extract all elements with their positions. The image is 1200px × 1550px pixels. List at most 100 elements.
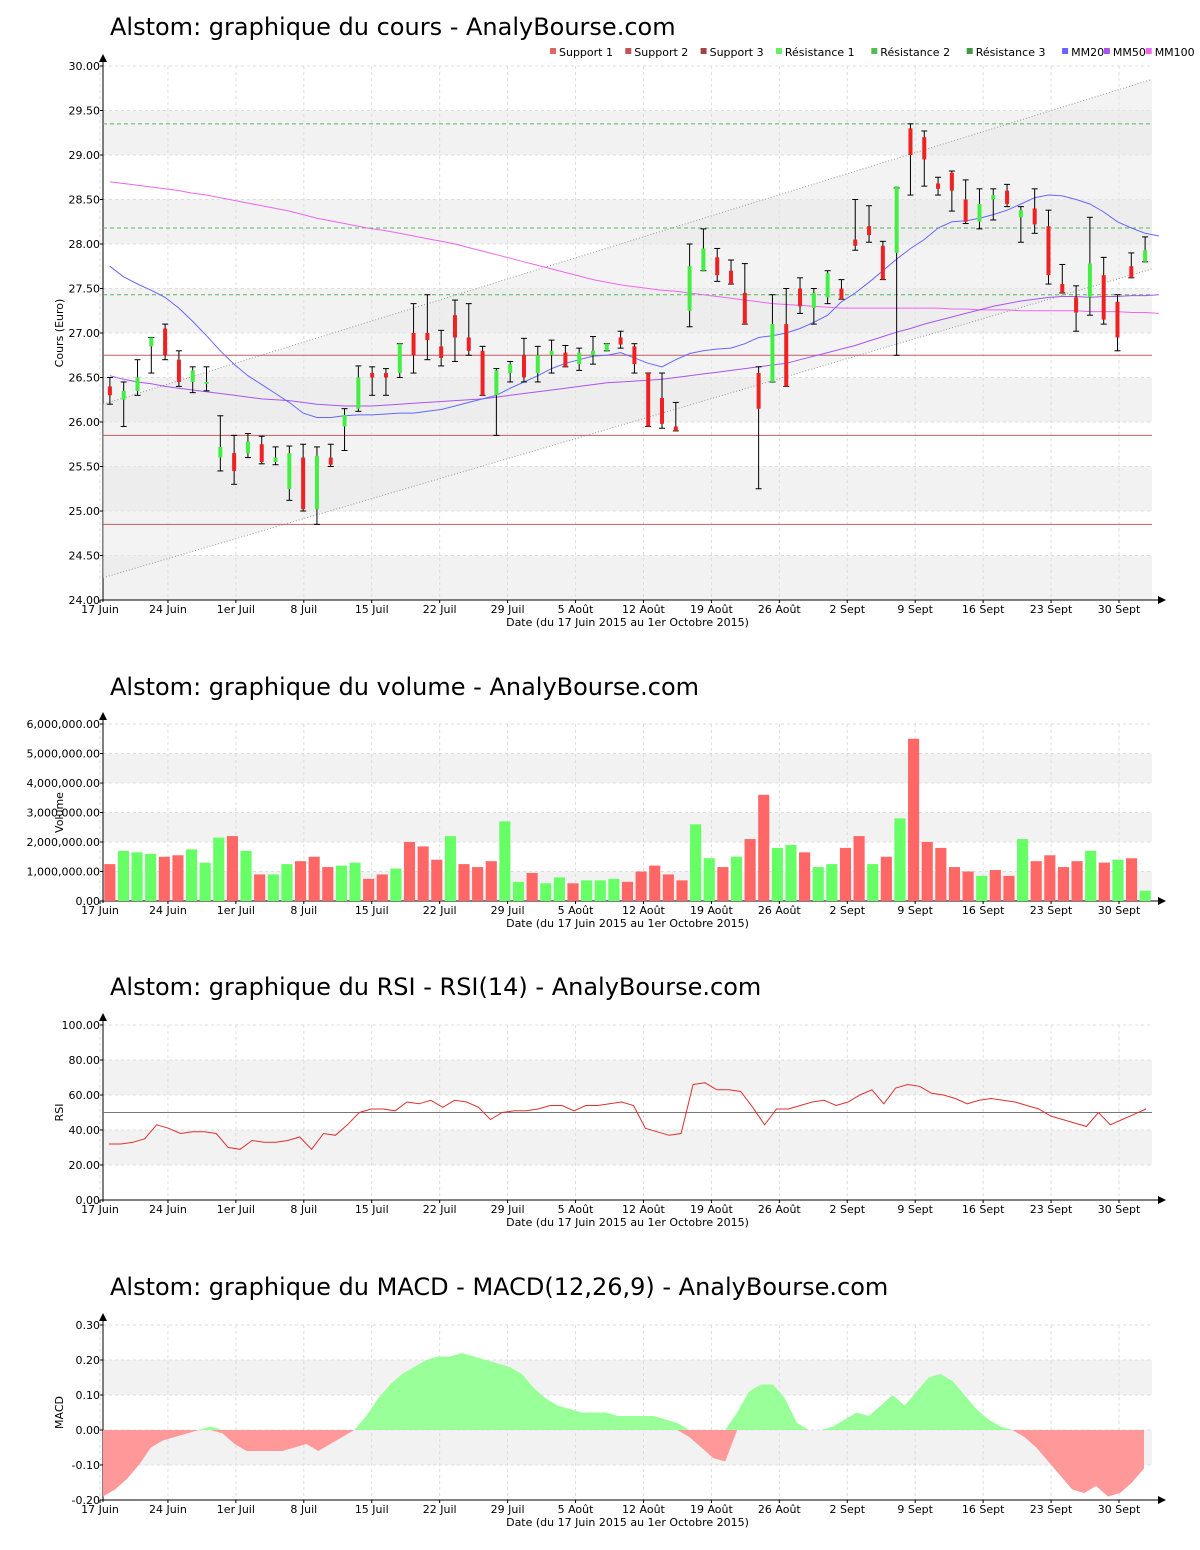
rsi-xtick-label: 16 Sept [962,1203,1005,1216]
candle-body [1018,210,1023,218]
candle-body [811,292,816,309]
volume-bar [117,850,129,901]
rsi-ytick-label: 0.00 [76,1194,101,1207]
volume-bar [417,846,429,901]
price-title: Alstom: graphique du cours - AnalyBourse… [110,13,676,41]
volume-bar [499,821,511,901]
candle-body [425,333,430,341]
legend-label: Résistance 2 [880,46,950,59]
candle-body [632,346,637,365]
volume-bar [281,864,293,901]
volume-bar [581,880,593,901]
rsi-xtick-label: 26 Août [758,1203,802,1216]
macd-xtick-label: 17 Juin [81,1503,119,1516]
price-xtick-label: 17 Juin [81,603,119,616]
volume-bar [948,867,961,901]
volume-ylabel: Volume [53,792,66,833]
volume-bar [758,794,770,901]
price-ytick-label: 27.00 [69,327,101,340]
mm100-line [109,181,1159,314]
candle-body [590,350,595,356]
candle-body [107,386,112,396]
candle-body [798,288,803,307]
volume-title: Alstom: graphique du volume - AnalyBours… [110,673,699,701]
volume-ytick-label: 4,000,000.00 [27,777,100,790]
macd-positive-area [103,1353,1144,1430]
rsi-xtick-label: 8 Juil [290,1203,317,1216]
candle-body [342,414,347,427]
rsi-xtick-label: 9 Sept [897,1203,933,1216]
volume-ytick-label: 3,000,000.00 [27,807,100,820]
volume-bar [390,868,402,901]
volume-bar [512,881,525,901]
price-xtick-label: 12 Août [622,603,666,616]
rsi-xtick-label: 24 Juin [149,1203,187,1216]
legend-swatch [700,48,707,54]
volume-bar [744,839,756,901]
rsi-xlabel: Date (du 17 Juin 2015 au 1er Octobre 201… [506,1216,749,1229]
legend-swatch [775,48,782,54]
candle-body [825,273,830,298]
volume-bar [485,861,497,901]
macd-band [103,1360,1152,1395]
candle-body [163,328,168,356]
candle-body [1129,266,1134,278]
candle-body [204,381,209,384]
rsi-panel: Alstom: graphique du RSI - RSI(14) - Ana… [53,973,1166,1229]
volume-bar [540,883,552,901]
candle-body [1046,226,1051,276]
volume-bar [213,837,225,901]
candle-body [439,346,444,358]
volume-bar [199,862,211,901]
candle-body [880,245,885,280]
volume-xtick-label: 24 Juin [149,904,187,917]
rsi-xtick-label: 15 Juil [355,1203,389,1216]
candle-body [646,373,651,427]
legend-swatch [550,48,556,54]
volume-bar [308,856,320,901]
candle-body [784,324,789,387]
volume-bar [444,836,456,901]
volume-xtick-label: 17 Juin [81,904,119,917]
volume-bar [649,865,661,901]
macd-xtick-label: 1er Juil [217,1503,255,1516]
legend-swatch [1145,48,1152,54]
volume-x-arrow [1158,897,1166,905]
candle-body [908,128,913,155]
legend-label: Résistance 1 [785,46,855,59]
volume-bar [812,867,824,901]
volume-bar [976,875,988,901]
macd-xtick-label: 5 Août [558,1503,595,1516]
volume-bar [1085,850,1097,901]
legend-label: Résistance 3 [976,46,1046,59]
volume-bar [131,852,143,901]
candle-body [687,266,692,311]
volume-xtick-label: 12 Août [622,904,666,917]
candle-body [494,370,499,396]
volume-xtick-label: 19 Août [690,904,734,917]
macd-ytick-label: 0.10 [76,1389,101,1402]
candle-body [452,315,457,338]
rsi-line [109,1082,1147,1151]
candle-body [1087,263,1092,298]
price-ytick-label: 24.50 [69,550,101,563]
macd-y-arrow [99,1313,107,1321]
volume-bar [349,862,361,901]
volume-bar [1112,859,1124,901]
price-xtick-label: 5 Août [558,603,595,616]
candle-body [328,457,333,465]
volume-bar [717,867,729,901]
legend-swatch [1103,48,1110,54]
legend-label: MM100 [1155,46,1195,59]
candle-body [480,350,485,396]
volume-bar [376,874,388,901]
macd-ylabel: MACD [53,1396,66,1429]
volume-band [103,753,1152,783]
price-xlabel: Date (du 17 Juin 2015 au 1er Octobre 201… [506,616,749,629]
rsi-y-arrow [99,1013,107,1021]
legend-label: Support 3 [710,46,764,59]
volume-xtick-label: 1er Juil [217,904,255,917]
volume-bar [1044,855,1056,901]
volume-xtick-label: 16 Sept [962,904,1005,917]
macd-xlabel: Date (du 17 Juin 2015 au 1er Octobre 201… [506,1516,749,1529]
